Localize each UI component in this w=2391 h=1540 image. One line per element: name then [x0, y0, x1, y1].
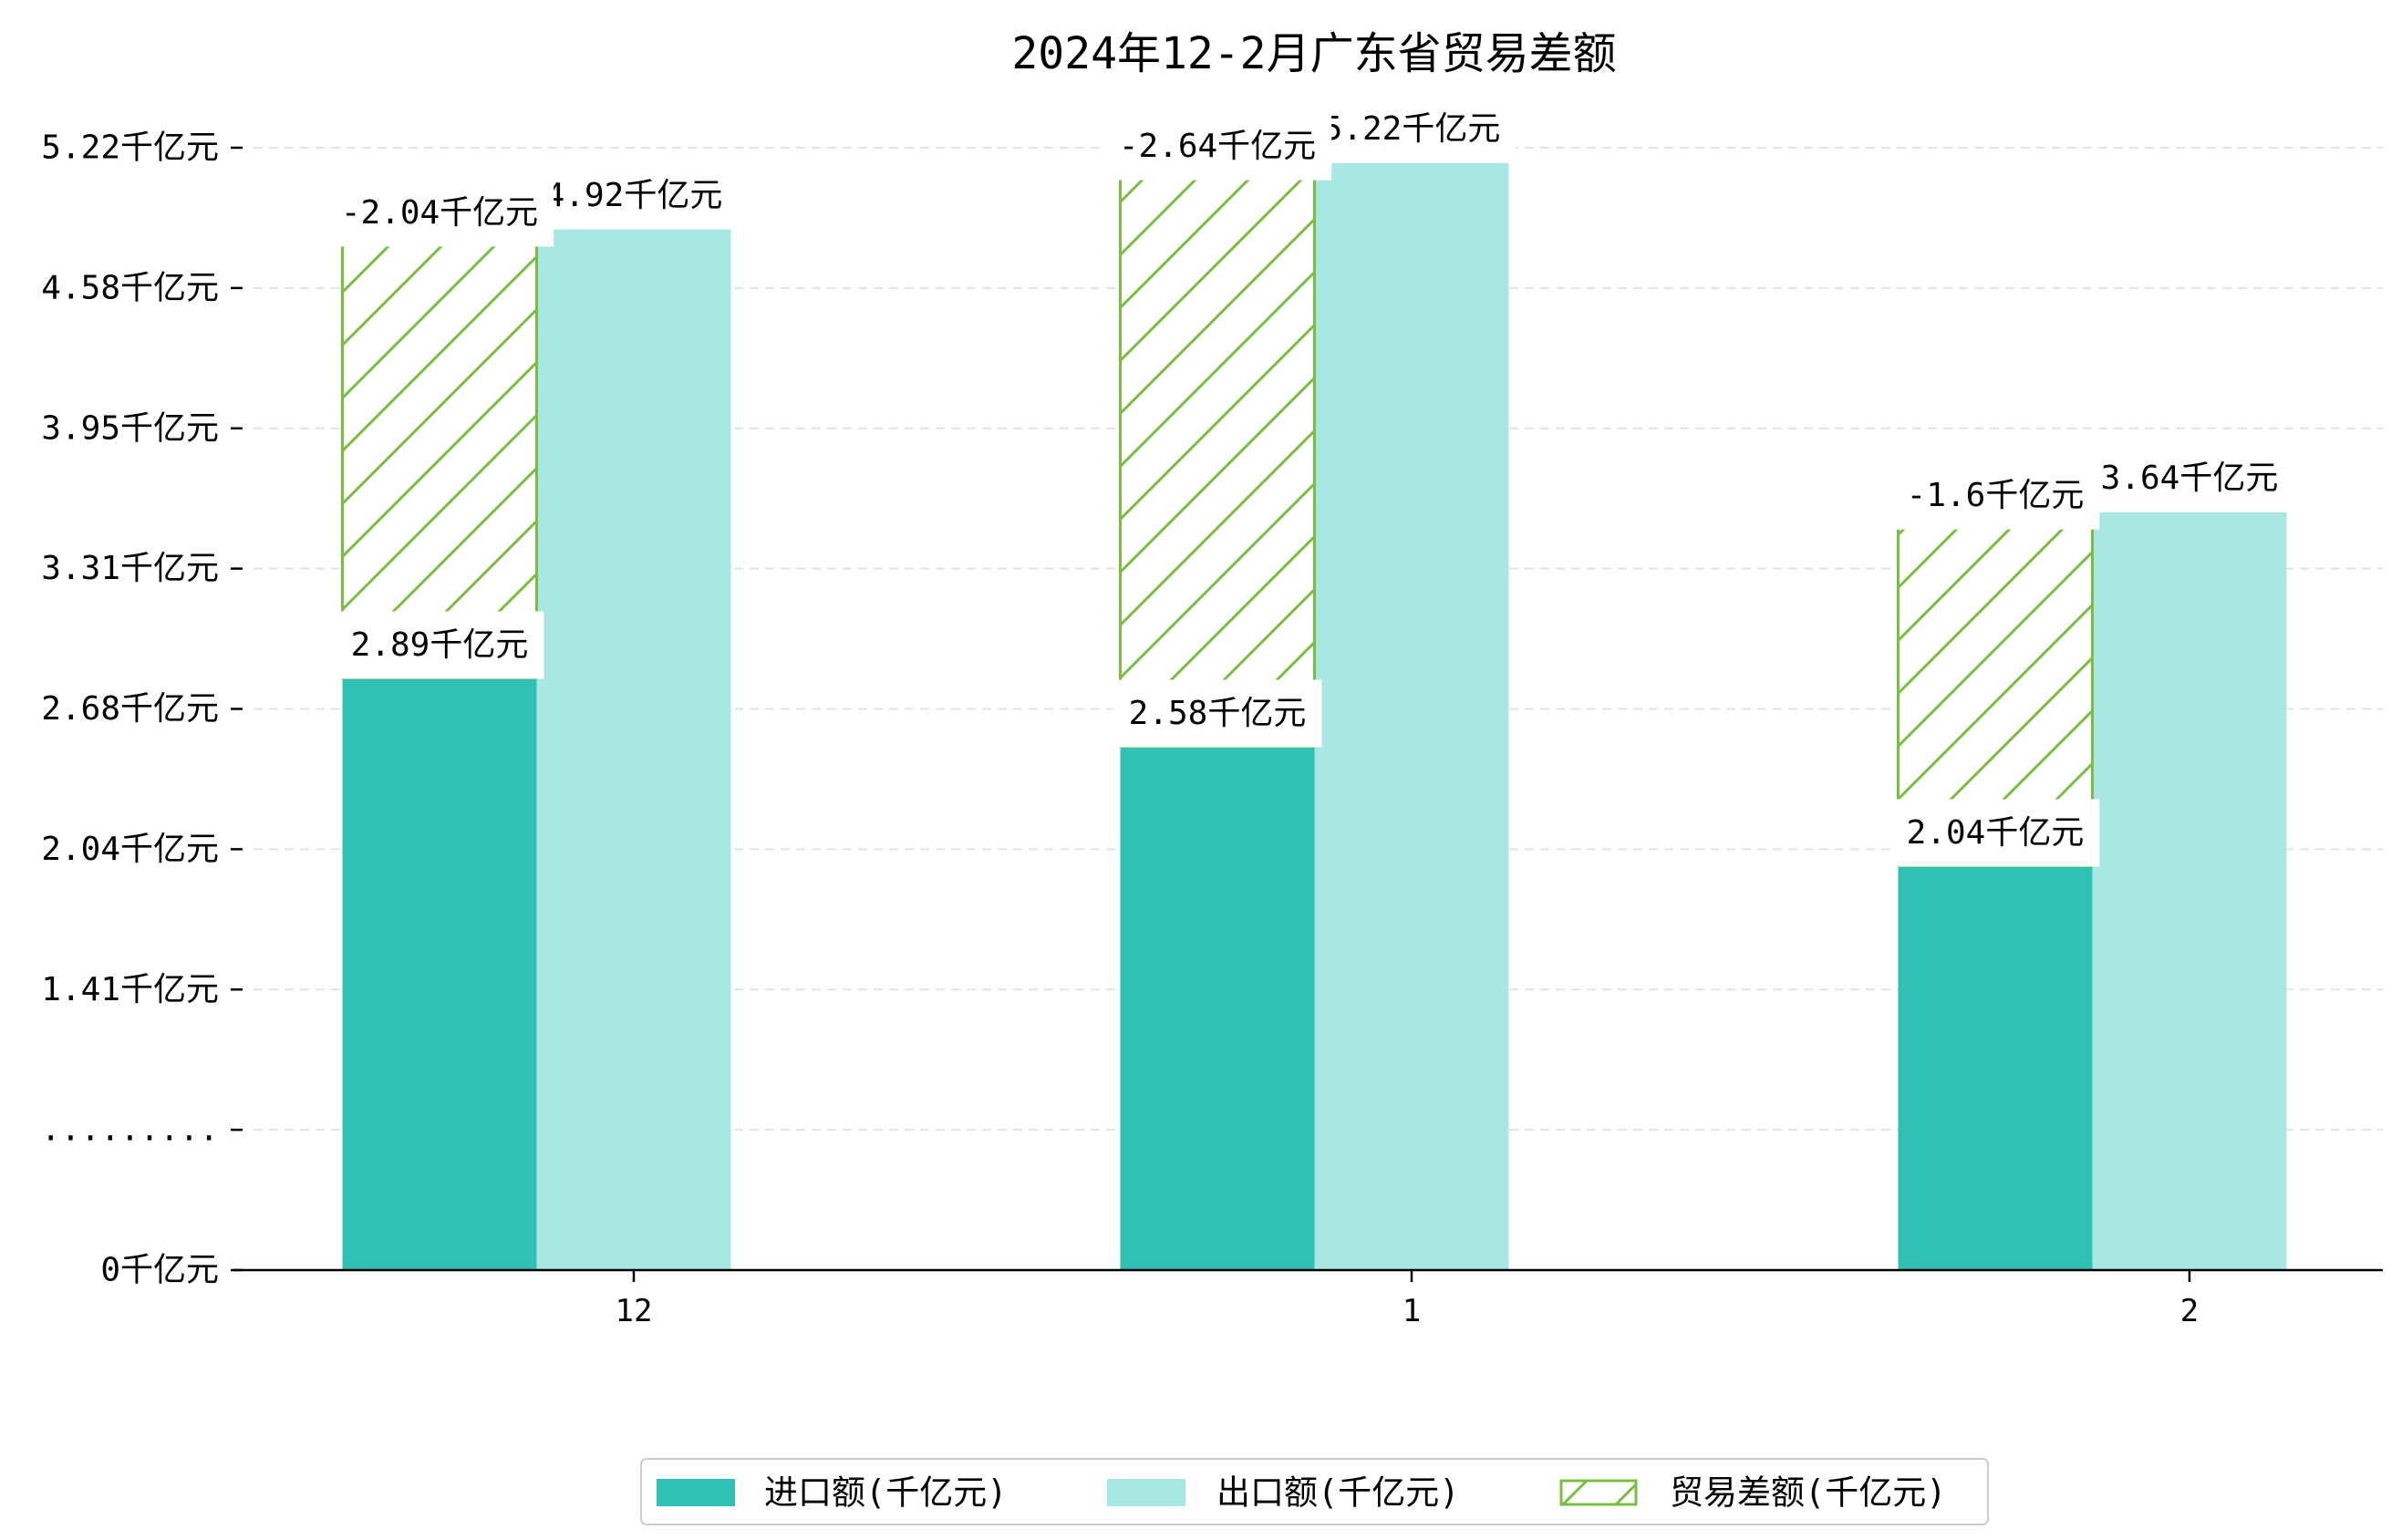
data-label-box	[1113, 679, 1322, 748]
data-label-trade-balance-12: -2.04千亿元	[325, 179, 554, 247]
y-axis: 0千亿元......... 1.41千亿元 2.04千亿元 2.68千亿元 3.31千亿…	[41, 129, 243, 1289]
data-label-export-2: 3.64千亿元	[2085, 444, 2294, 512]
legend-label-export: 出口额(千亿元)	[1216, 1473, 1460, 1513]
data-label-text: 2.89千亿元	[351, 626, 529, 664]
y-tick-label: 3.95千亿元	[41, 409, 219, 447]
y-tick-label: 5.22千亿元	[41, 129, 219, 167]
bar-import-1	[1120, 746, 1315, 1270]
data-label-text: 5.22千亿元	[1323, 110, 1501, 148]
y-tick-label: 1.41千亿元	[41, 971, 219, 1008]
data-label-box	[325, 179, 554, 247]
data-label-box	[1890, 461, 2100, 530]
data-label-box	[335, 611, 544, 679]
legend-swatch-export	[1107, 1479, 1185, 1506]
data-label-text: 2.58千亿元	[1129, 695, 1307, 732]
legend-label-trade-balance: 贸易差额(千亿元)	[1670, 1473, 1947, 1513]
legend-label-import: 进口额(千亿元)	[764, 1473, 1008, 1513]
bar-export-1	[1314, 162, 1509, 1270]
data-label-import-2: 2.04千亿元	[1890, 799, 2100, 867]
data-label-box	[529, 161, 739, 230]
data-label-trade-balance-2: -1.6千亿元	[1890, 461, 2100, 530]
y-tick-label: 4.58千亿元	[41, 269, 219, 306]
x-tick-label: 12	[616, 1293, 653, 1329]
chart-title: 2024年12-2月广东省贸易差额	[1011, 28, 1616, 79]
data-label-import-1: 2.58千亿元	[1113, 679, 1322, 748]
legend-swatch-trade-balance	[1559, 1479, 1638, 1506]
y-tick-label: 2.68千亿元	[41, 690, 219, 728]
data-label-text: 3.64千亿元	[2101, 460, 2279, 497]
data-label-text: -1.6千亿元	[1907, 477, 2085, 514]
data-label-trade-balance-1: -2.64千亿元	[1102, 112, 1332, 181]
data-label-export-1: 5.22千亿元	[1307, 95, 1516, 163]
data-labels: 2.89千亿元 2.58千亿元 2.04千亿元 4.92千亿元 5.22千亿元 3.64千…	[325, 95, 2294, 867]
legend-frame	[640, 1458, 1989, 1525]
y-tick-label: 2.04千亿元	[41, 831, 219, 868]
bar-import-12	[342, 677, 537, 1270]
data-label-text: -2.04千亿元	[341, 194, 538, 232]
x-tick-label: 2	[2180, 1293, 2199, 1329]
data-label-export-12: 4.92千亿元	[529, 161, 739, 230]
data-label-box	[1307, 95, 1516, 163]
x-axis: 12 1 2	[616, 1270, 2199, 1329]
data-label-text: 2.04千亿元	[1907, 814, 2085, 852]
data-label-box	[1890, 799, 2100, 867]
bar-export-2	[2092, 512, 2287, 1270]
data-label-text: -2.64千亿元	[1119, 128, 1316, 165]
y-tick-label: 3.31千亿元	[41, 550, 219, 587]
x-tick-label: 1	[1403, 1293, 1421, 1329]
bar-trade-balance-1	[1119, 161, 1316, 749]
data-label-box	[1102, 112, 1332, 181]
bar-marks	[341, 161, 2287, 1271]
y-tick-label: .........	[41, 1111, 219, 1149]
y-tick-label: 0千亿元	[100, 1252, 219, 1289]
bar-export-12	[536, 229, 731, 1271]
legend-swatch-import	[657, 1479, 735, 1506]
bar-import-2	[1898, 865, 2093, 1270]
data-label-text: 4.92千亿元	[545, 177, 723, 214]
data-label-import-12: 2.89千亿元	[335, 611, 544, 679]
legend: 进口额(千亿元) 出口额(千亿元) 贸易差额(千亿元)	[640, 1458, 1989, 1525]
data-label-box	[2085, 444, 2294, 512]
bar-trade-balance-12	[341, 225, 538, 679]
